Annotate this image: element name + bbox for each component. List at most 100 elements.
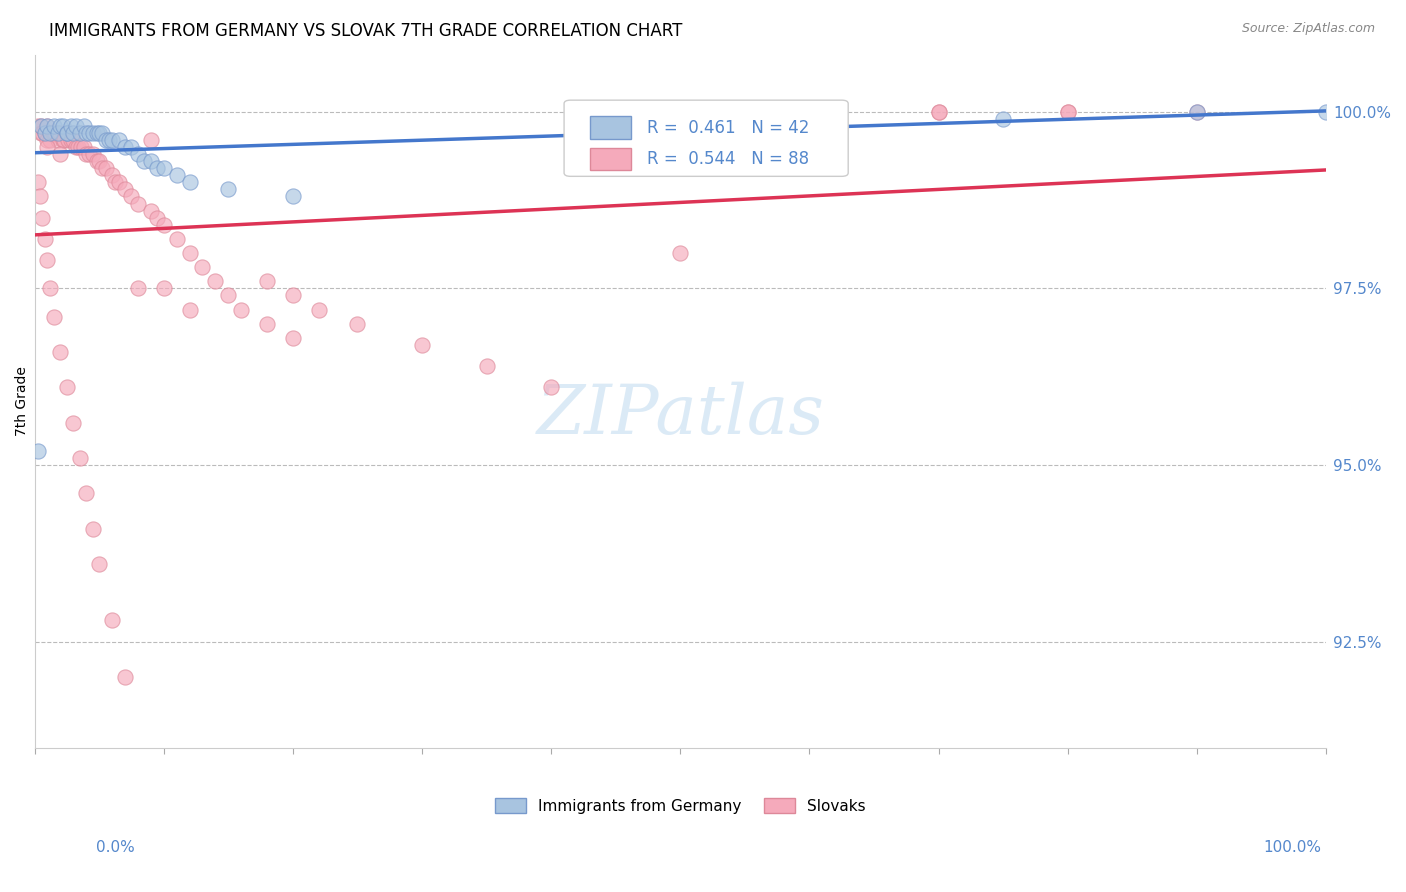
FancyBboxPatch shape xyxy=(564,100,848,177)
Point xyxy=(1056,104,1078,119)
Point xyxy=(104,175,127,189)
Point xyxy=(56,380,79,394)
Point xyxy=(82,126,104,140)
Point xyxy=(114,670,136,684)
Point xyxy=(127,281,149,295)
Point xyxy=(152,218,174,232)
Point xyxy=(69,126,91,140)
Point xyxy=(70,140,93,154)
Text: ZIPatlas: ZIPatlas xyxy=(536,382,824,449)
Point xyxy=(46,126,69,140)
Point xyxy=(28,189,51,203)
Point xyxy=(37,140,59,154)
Point xyxy=(179,302,201,317)
Point xyxy=(281,331,304,345)
Y-axis label: 7th Grade: 7th Grade xyxy=(15,367,30,436)
Point xyxy=(27,175,49,189)
Point xyxy=(34,126,56,140)
Point xyxy=(669,119,692,133)
Point xyxy=(56,133,79,147)
Point xyxy=(89,557,111,571)
Point xyxy=(475,359,498,373)
Point xyxy=(75,486,97,500)
Point xyxy=(27,443,49,458)
Point xyxy=(56,126,79,140)
Point xyxy=(46,126,69,140)
Point xyxy=(799,112,821,126)
Point xyxy=(30,119,52,133)
Point xyxy=(217,288,239,302)
Point xyxy=(101,168,124,182)
Point xyxy=(90,126,112,140)
Point xyxy=(62,416,84,430)
Point xyxy=(1315,104,1337,119)
Point xyxy=(98,133,121,147)
Point xyxy=(139,203,162,218)
Point xyxy=(120,140,142,154)
Legend: Immigrants from Germany, Slovaks: Immigrants from Germany, Slovaks xyxy=(489,791,872,820)
Point xyxy=(281,189,304,203)
Point xyxy=(166,232,188,246)
Point xyxy=(46,133,69,147)
Point xyxy=(928,104,950,119)
Text: 0.0%: 0.0% xyxy=(96,839,135,855)
Text: 100.0%: 100.0% xyxy=(1264,839,1322,855)
Point xyxy=(166,168,188,182)
Point xyxy=(107,175,129,189)
Text: IMMIGRANTS FROM GERMANY VS SLOVAK 7TH GRADE CORRELATION CHART: IMMIGRANTS FROM GERMANY VS SLOVAK 7TH GR… xyxy=(49,22,682,40)
Point xyxy=(77,147,100,161)
Point xyxy=(31,126,53,140)
Point xyxy=(69,450,91,465)
Point xyxy=(56,126,79,140)
Point xyxy=(152,161,174,176)
Text: R =  0.544   N = 88: R = 0.544 N = 88 xyxy=(647,150,808,168)
Point xyxy=(30,126,52,140)
Point xyxy=(56,126,79,140)
Point xyxy=(75,126,97,140)
Point xyxy=(928,104,950,119)
Point xyxy=(101,614,124,628)
Point xyxy=(669,246,692,260)
Point xyxy=(39,126,62,140)
Point xyxy=(1056,104,1078,119)
Point xyxy=(52,133,75,147)
Point xyxy=(146,211,169,225)
Point xyxy=(86,154,108,169)
Point xyxy=(540,380,562,394)
Point xyxy=(31,211,53,225)
Point xyxy=(53,133,76,147)
Point xyxy=(34,126,56,140)
Point xyxy=(37,253,59,268)
Point xyxy=(82,147,104,161)
Point xyxy=(231,302,253,317)
Point xyxy=(308,302,330,317)
Point xyxy=(179,246,201,260)
Point xyxy=(77,126,100,140)
Point xyxy=(65,140,87,154)
FancyBboxPatch shape xyxy=(591,117,631,138)
Point xyxy=(90,161,112,176)
Point xyxy=(146,161,169,176)
Point xyxy=(42,310,65,324)
Point xyxy=(256,317,278,331)
Point xyxy=(72,119,94,133)
FancyBboxPatch shape xyxy=(591,148,631,169)
Point xyxy=(991,112,1014,126)
Point xyxy=(52,119,75,133)
Point xyxy=(127,196,149,211)
Point xyxy=(39,133,62,147)
Point xyxy=(411,338,433,352)
Point xyxy=(59,133,82,147)
Point xyxy=(34,232,56,246)
Point xyxy=(67,140,90,154)
Point xyxy=(179,175,201,189)
Point xyxy=(1185,104,1208,119)
Point xyxy=(204,274,226,288)
Point xyxy=(65,119,87,133)
Point xyxy=(75,147,97,161)
Point xyxy=(89,126,111,140)
Text: Source: ZipAtlas.com: Source: ZipAtlas.com xyxy=(1241,22,1375,36)
Point xyxy=(49,119,72,133)
Point xyxy=(59,119,82,133)
Point xyxy=(114,140,136,154)
